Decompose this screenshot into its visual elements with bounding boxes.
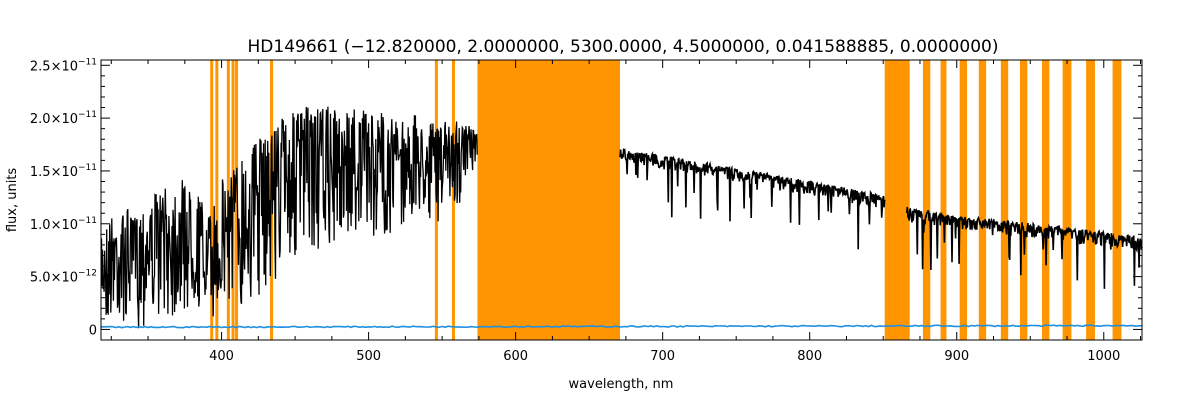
error-series	[100, 324, 1142, 329]
x-axis-label: wavelength, nm	[569, 377, 674, 392]
x-tick-label: 1000	[1087, 349, 1120, 364]
chart-title: HD149661 (−12.820000, 2.0000000, 5300.00…	[248, 37, 999, 57]
x-tick-label: 700	[650, 349, 675, 364]
x-tick-label: 400	[209, 349, 234, 364]
error-line	[100, 324, 1142, 329]
x-tick-label: 500	[356, 349, 381, 364]
x-tick-label: 800	[797, 349, 822, 364]
y-tick-label: 2.0×10−11	[30, 110, 97, 127]
masked-band-0	[477, 60, 621, 340]
masked-band-4	[959, 60, 968, 340]
y-axis-label: flux, units	[5, 168, 20, 233]
spectrum-red-segment	[619, 147, 886, 250]
y-tick-label: 0	[89, 323, 97, 338]
masked-band-6	[1000, 60, 1009, 340]
masked-band-3	[940, 60, 947, 340]
spectrum-blue-segment	[100, 106, 478, 329]
x-tick-label: 600	[503, 349, 528, 364]
masked-band-2	[922, 60, 931, 340]
y-tick-label: 1.5×10−11	[30, 163, 97, 180]
y-tick-label: 2.5×10−11	[30, 57, 97, 74]
masked-band-11	[1112, 60, 1122, 340]
y-tick-label: 1.0×10−11	[30, 216, 97, 233]
masked-band-1	[884, 60, 910, 340]
x-tick-label: 900	[944, 349, 969, 364]
plot-frame	[100, 59, 1143, 341]
masked-band-7	[1019, 60, 1028, 340]
x-axis: 400 500 600 700 800 900 1000	[110, 60, 1142, 364]
spectrum-nir-segment	[905, 206, 1143, 289]
y-tick-label: 5.0×10−12	[30, 269, 97, 286]
masked-band-8	[1042, 60, 1050, 340]
spectrum-series	[100, 106, 1143, 329]
y-axis: 0 5.0×10−12 1.0×10−11 1.5×10−11 2.0×10−11 2.5…	[30, 57, 1142, 338]
masked-band-10	[1086, 60, 1095, 340]
masked-band-5	[978, 60, 987, 340]
masked-band-9	[1062, 60, 1072, 340]
